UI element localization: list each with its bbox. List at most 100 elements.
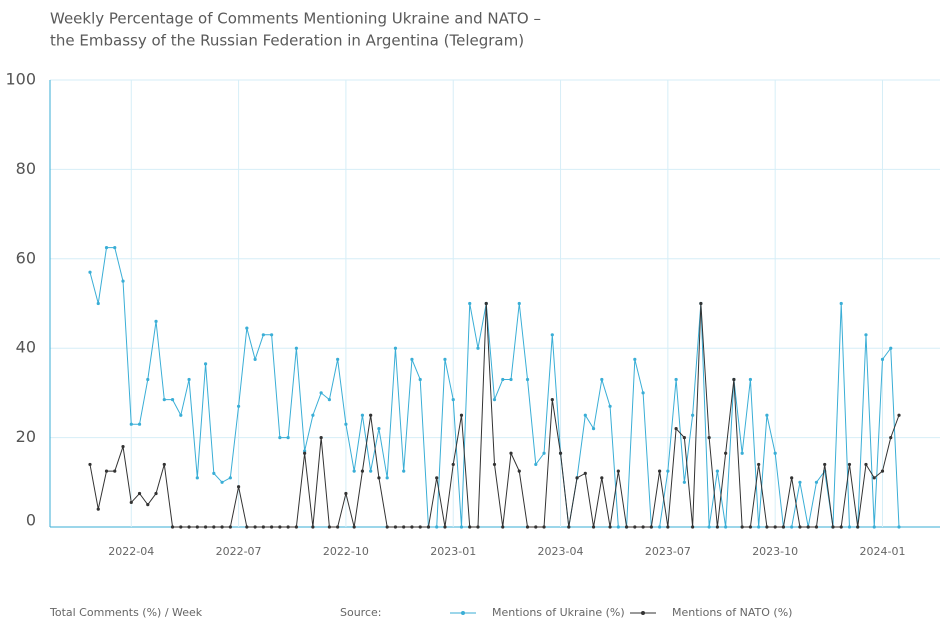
data-point	[839, 301, 843, 306]
x-tick-label: 2022-07	[216, 545, 262, 558]
data-point	[236, 485, 241, 489]
data-point	[369, 469, 373, 473]
data-point	[179, 413, 183, 417]
data-point	[187, 377, 191, 382]
data-point	[517, 469, 521, 473]
data-point	[608, 404, 612, 408]
legend-label: Mentions of Ukraine (%)	[492, 606, 625, 619]
data-point	[715, 469, 719, 473]
data-point	[203, 362, 208, 366]
data-point	[344, 491, 348, 496]
data-point	[294, 346, 298, 350]
data-point	[88, 270, 92, 274]
data-point	[707, 436, 711, 440]
data-point	[435, 476, 439, 480]
data-point	[542, 451, 546, 455]
data-point	[220, 480, 224, 484]
data-point	[228, 525, 232, 529]
data-point	[377, 427, 381, 431]
data-point	[96, 301, 100, 306]
data-point	[558, 451, 563, 455]
data-point	[212, 471, 216, 475]
data-point	[270, 333, 274, 337]
data-point	[591, 525, 596, 529]
data-point	[492, 398, 497, 402]
data-point	[146, 377, 150, 382]
data-point	[270, 525, 274, 529]
data-point	[468, 301, 472, 306]
data-point	[311, 413, 315, 417]
data-point	[814, 480, 819, 484]
data-point	[773, 451, 777, 455]
series-line	[89, 303, 900, 528]
data-point	[509, 377, 513, 382]
data-point	[278, 436, 282, 440]
data-point	[765, 413, 769, 417]
data-point	[245, 326, 249, 330]
data-point	[162, 462, 166, 467]
data-point	[773, 525, 777, 529]
data-point	[798, 480, 802, 484]
data-point	[757, 525, 761, 529]
data-point	[418, 525, 422, 529]
data-point	[195, 525, 199, 529]
data-point	[666, 525, 670, 529]
data-point	[253, 525, 257, 529]
data-point	[319, 436, 323, 440]
data-point	[286, 436, 290, 440]
data-point	[880, 357, 885, 361]
data-point	[691, 413, 695, 417]
data-point	[129, 500, 133, 505]
data-point	[724, 525, 728, 529]
source-label: Source:	[340, 606, 382, 619]
data-point	[790, 525, 794, 529]
data-point	[294, 525, 298, 529]
data-point	[451, 462, 455, 467]
data-point	[146, 503, 150, 507]
data-point	[847, 462, 852, 467]
data-point	[699, 301, 703, 306]
data-point	[459, 525, 464, 529]
data-point	[327, 398, 331, 402]
data-point	[129, 422, 133, 426]
data-point	[534, 525, 538, 529]
data-point	[864, 462, 868, 467]
series-line	[89, 247, 900, 528]
data-point	[385, 476, 389, 480]
data-point	[303, 449, 307, 453]
data-point	[393, 346, 398, 350]
data-point	[682, 480, 686, 484]
data-point	[897, 525, 901, 529]
data-point	[154, 319, 158, 323]
data-point	[633, 357, 637, 361]
data-point	[691, 525, 695, 529]
data-point	[567, 525, 571, 529]
chart-subtitle: the Embassy of the Russian Federation in…	[50, 32, 524, 50]
data-point	[707, 525, 711, 529]
data-point	[658, 525, 662, 529]
data-point	[261, 333, 265, 337]
data-point	[534, 462, 538, 467]
data-point	[724, 451, 728, 455]
data-point	[286, 525, 290, 529]
data-point	[715, 525, 719, 529]
data-point	[575, 476, 579, 480]
data-point	[781, 525, 786, 529]
data-point	[352, 525, 356, 529]
data-point	[757, 462, 761, 467]
x-tick-label: 2023-07	[645, 545, 691, 558]
y-tick-label: 0	[26, 511, 36, 530]
data-point	[542, 525, 546, 529]
data-point	[137, 491, 142, 496]
data-point	[113, 469, 117, 473]
data-point	[212, 525, 216, 529]
data-point	[476, 525, 480, 529]
data-point	[525, 377, 530, 382]
y-tick-label: 40	[16, 338, 36, 357]
data-point	[814, 525, 819, 529]
data-point	[839, 525, 843, 529]
data-point	[492, 462, 497, 467]
y-axis-label: Total Comments (%) / Week	[49, 606, 203, 619]
data-point	[633, 525, 637, 529]
